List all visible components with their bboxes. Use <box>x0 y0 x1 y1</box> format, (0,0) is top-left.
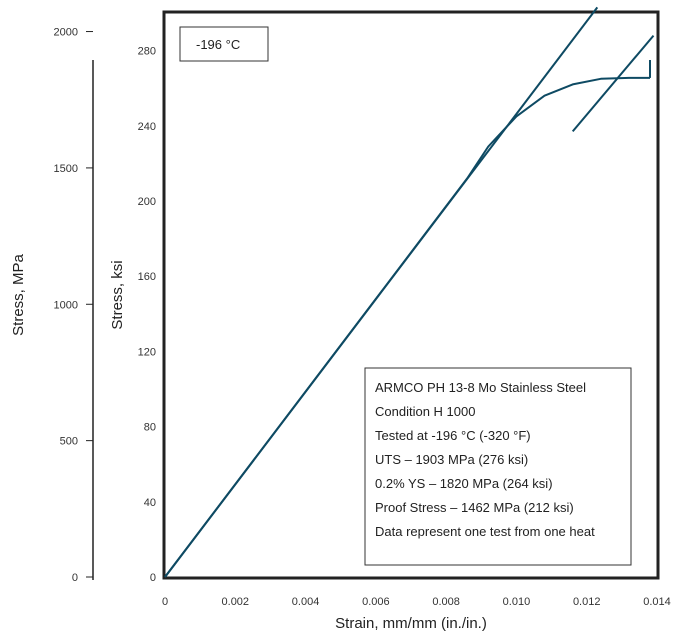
y-tick-label-mpa: 2000 <box>54 27 78 39</box>
y-tick-label-ksi: 0 <box>150 572 156 584</box>
info-line: Proof Stress – 1462 MPa (212 ksi) <box>375 500 574 515</box>
y-axis-title-mpa: Stress, MPa <box>10 253 27 335</box>
y-tick-label-ksi: 40 <box>144 497 156 509</box>
temperature-label: -196 °C <box>196 37 240 52</box>
y-tick-label-mpa: 500 <box>60 436 78 448</box>
x-tick-labels: 0 0.002 0.004 0.006 0.008 0.010 0.012 0.014 <box>162 596 671 608</box>
x-tick-label: 0.014 <box>643 596 671 608</box>
x-tick-label: 0.006 <box>362 596 390 608</box>
series-layer <box>164 6 655 578</box>
info-line: Tested at -196 °C (-320 °F) <box>375 428 531 443</box>
ksi-tick-labels: 0 40 80 120 160 200 240 280 <box>138 46 156 584</box>
y-tick-label-mpa: 0 <box>72 572 78 584</box>
info-line: Data represent one test from one heat <box>375 524 595 539</box>
y-tick-label-ksi: 240 <box>138 121 156 133</box>
x-tick-label: 0 <box>162 596 168 608</box>
info-box: ARMCO PH 13-8 Mo Stainless Steel Conditio… <box>364 367 632 566</box>
temperature-box-frame <box>179 26 269 62</box>
y-tick-label-ksi: 280 <box>138 46 156 58</box>
y-tick-label-mpa: 1000 <box>54 299 78 311</box>
info-line: 0.2% YS – 1820 MPa (264 ksi) <box>375 476 553 491</box>
series-line-2 <box>164 6 599 578</box>
y-tick-label-ksi: 160 <box>138 271 156 283</box>
y-tick-label-ksi: 200 <box>138 196 156 208</box>
series-line-3 <box>571 34 655 133</box>
mpa-ticks: 0 500 1000 1500 2000 <box>54 27 93 584</box>
x-tick-label: 0.008 <box>432 596 460 608</box>
temperature-box: -196 °C <box>179 26 269 62</box>
y-tick-label-ksi: 80 <box>144 422 156 434</box>
x-tick-label: 0.012 <box>573 596 601 608</box>
x-tick-label: 0.004 <box>292 596 320 608</box>
series-line-1 <box>164 76 650 578</box>
y-tick-label-mpa: 1500 <box>54 163 78 175</box>
info-lines: ARMCO PH 13-8 Mo Stainless Steel Conditio… <box>375 380 595 539</box>
y-tick-label-ksi: 120 <box>138 346 156 358</box>
info-box-frame <box>364 367 632 566</box>
info-line: ARMCO PH 13-8 Mo Stainless Steel <box>375 380 586 395</box>
x-tick-label: 0.010 <box>503 596 531 608</box>
plot-frame <box>162 10 660 580</box>
info-line: UTS – 1903 MPa (276 ksi) <box>375 452 528 467</box>
x-axis-title: Strain, mm/mm (in./in.) <box>335 615 487 632</box>
info-line: Condition H 1000 <box>375 404 475 419</box>
y-axis-title-ksi: Stress, ksi <box>109 260 126 329</box>
x-tick-label: 0.002 <box>222 596 250 608</box>
mpa-axis: 0 500 1000 1500 2000 <box>54 27 94 584</box>
